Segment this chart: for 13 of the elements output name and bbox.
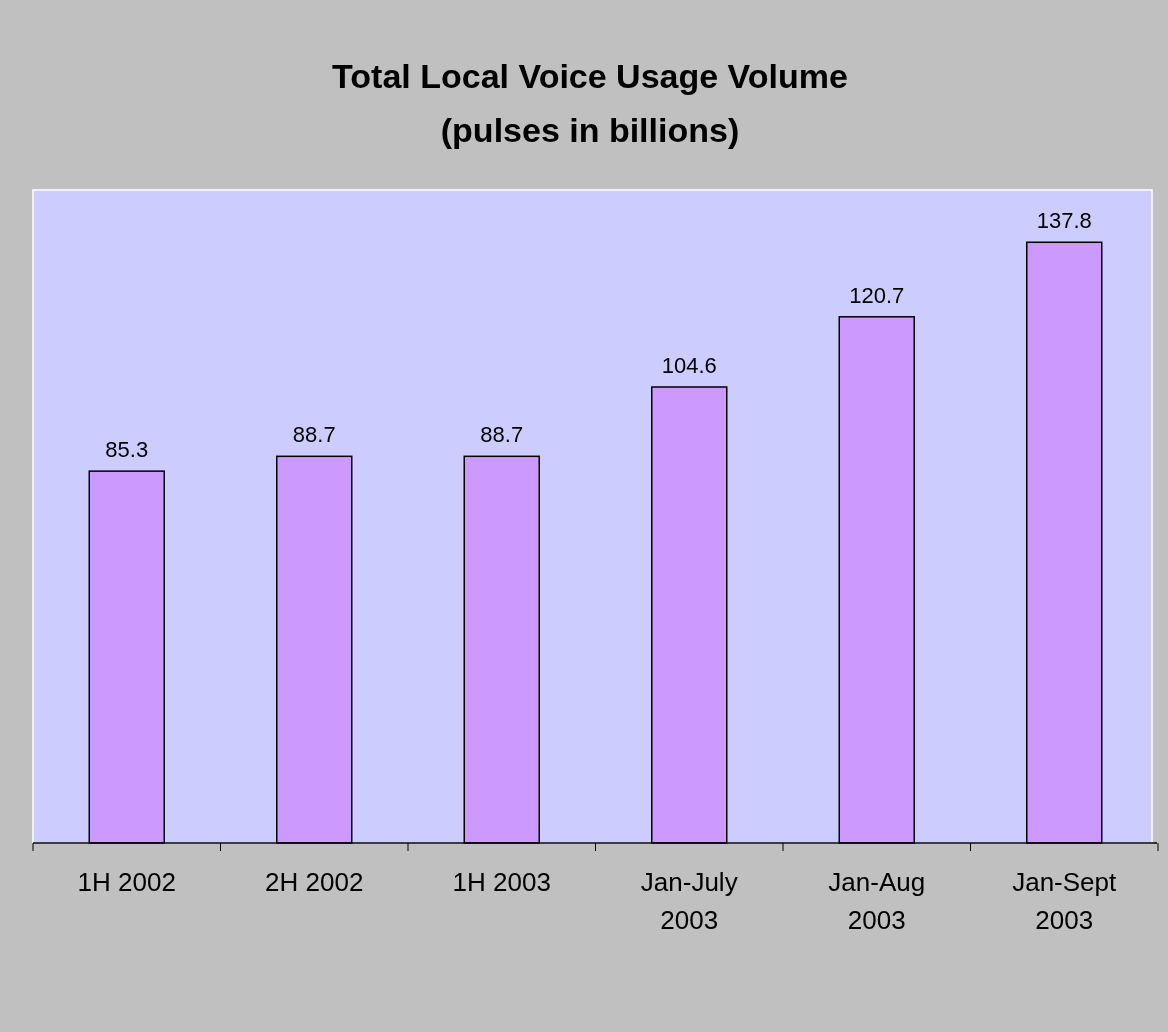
x-tick-label: 1H 2003 bbox=[452, 867, 551, 897]
x-tick-label: Jan-July 2003 bbox=[640, 867, 738, 935]
x-tick-label: 1H 2002 bbox=[77, 867, 176, 897]
data-label: 88.7 bbox=[292, 422, 336, 448]
x-tick-label: Jan-Sept 2003 bbox=[1012, 867, 1118, 935]
data-label: 85.3 bbox=[105, 437, 149, 463]
x-tick-label: Jan-Aug 2003 bbox=[828, 867, 926, 935]
x-tick-label: 2H 2002 bbox=[265, 867, 364, 897]
data-label: 120.7 bbox=[849, 282, 905, 308]
data-label: 88.7 bbox=[480, 422, 524, 448]
data-label: 104.6 bbox=[661, 353, 717, 378]
chart-title: Total Local Voice Usage Volume (pulses in billions) bbox=[332, 57, 848, 149]
data-label: 137.8 bbox=[1036, 208, 1092, 234]
